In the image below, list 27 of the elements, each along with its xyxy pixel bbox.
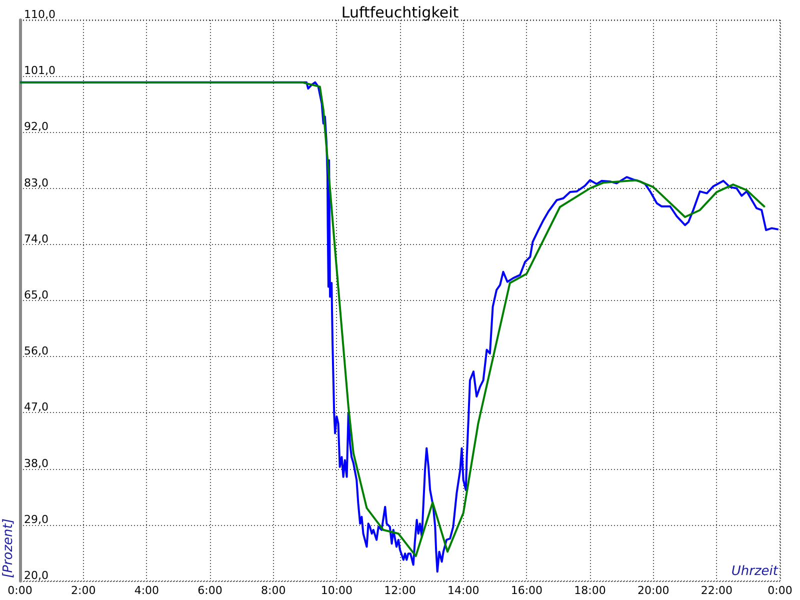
- x-tick-label: 12:00: [384, 584, 416, 597]
- x-tick-label: 14:00: [447, 584, 480, 597]
- x-tick-label: 10:00: [320, 584, 353, 597]
- x-tick-label: 4:00: [134, 584, 160, 597]
- y-tick-label: 29,0: [24, 512, 48, 526]
- x-tick-label: 0:00: [768, 584, 792, 597]
- x-tick-label: 0:00: [8, 584, 32, 597]
- x-tick-label: 22:00: [700, 584, 733, 597]
- y-tick-label: 65,0: [24, 288, 48, 302]
- y-tick-label: 101,0: [24, 64, 56, 78]
- chart-title: Luftfeuchtigkeit: [341, 4, 459, 22]
- y-tick-label: 20,0: [24, 569, 48, 582]
- y-tick-label: 74,0: [24, 232, 48, 246]
- x-axis-title: Uhrzeit: [731, 564, 779, 579]
- x-tick-label: 6:00: [198, 584, 222, 597]
- y-tick-label: 56,0: [24, 344, 48, 358]
- x-tick-label: 20:00: [637, 584, 670, 597]
- y-axis-title: [Prozent]: [1, 518, 16, 578]
- y-tick-label: 92,0: [24, 120, 48, 134]
- y-tick-label: 110,0: [24, 8, 56, 21]
- x-tick-label: 2:00: [70, 584, 96, 597]
- x-tick-label: 18:00: [574, 584, 606, 597]
- y-tick-label: 47,0: [24, 400, 48, 414]
- x-tick-label: 8:00: [260, 584, 286, 597]
- y-tick-label: 38,0: [24, 456, 48, 470]
- y-tick-label: 83,0: [24, 176, 48, 190]
- x-tick-label: 16:00: [510, 584, 543, 597]
